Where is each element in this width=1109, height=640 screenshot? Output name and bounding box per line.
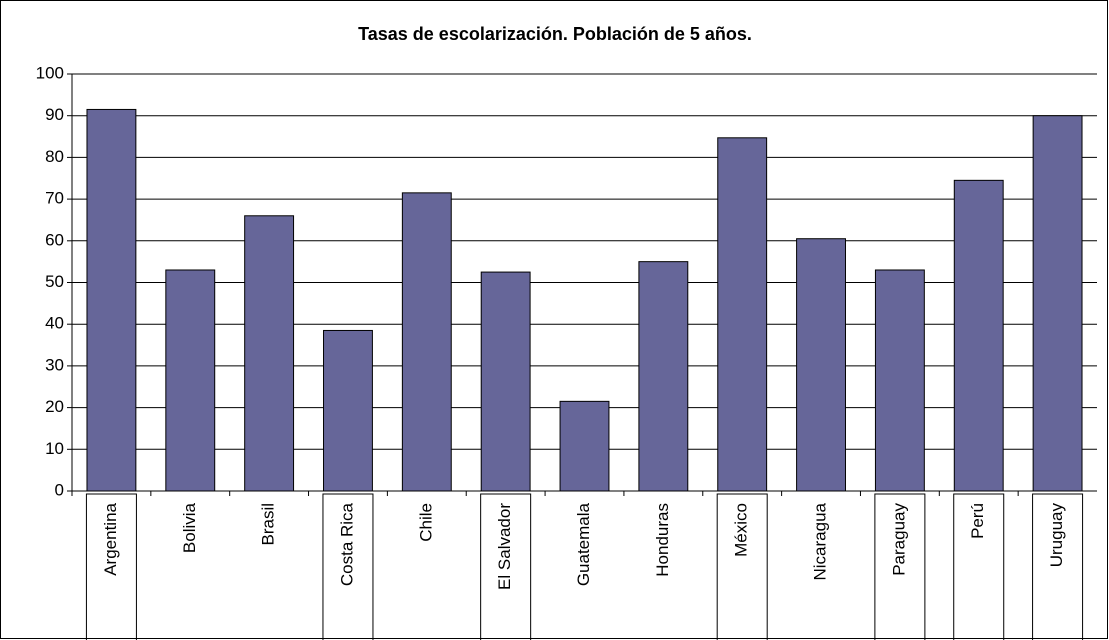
bar — [874, 269, 925, 492]
bar — [86, 108, 137, 492]
x-tick-label: Argentina — [101, 502, 120, 575]
y-tick-label: 30 — [45, 355, 64, 374]
x-tick-label: Uruguay — [1047, 503, 1066, 568]
y-tick-label: 80 — [45, 147, 64, 166]
y-tick-label: 40 — [45, 314, 64, 333]
y-tick-label: 0 — [55, 480, 64, 499]
y-tick-label: 20 — [45, 397, 64, 416]
label-box — [1032, 493, 1084, 640]
label-box — [874, 493, 926, 640]
bar — [165, 269, 216, 492]
x-tick-label: Nicaragua — [811, 502, 830, 580]
bar — [323, 329, 373, 492]
label-box — [322, 493, 374, 640]
label-box — [716, 493, 768, 640]
x-tick-label: Honduras — [653, 503, 672, 577]
x-tick-label: Bolivia — [180, 502, 199, 553]
x-tick-label: México — [732, 503, 751, 557]
chart-title: Tasas de escolarización. Población de 5 … — [358, 24, 752, 44]
bar — [717, 137, 768, 492]
x-tick-label: Paraguay — [889, 503, 908, 576]
y-tick-label: 100 — [36, 63, 64, 82]
y-tick-label: 90 — [45, 105, 64, 124]
bar — [401, 192, 452, 492]
x-tick-label: Perú — [968, 503, 987, 539]
bar — [638, 261, 689, 492]
bar — [480, 271, 531, 492]
y-tick-label: 10 — [45, 439, 64, 458]
y-tick-label: 70 — [45, 189, 64, 208]
label-box — [480, 493, 532, 640]
x-tick-label: El Salvador — [495, 503, 514, 590]
label-box — [953, 493, 1005, 640]
x-tick-label: Guatemala — [574, 502, 593, 586]
x-tick-label: Chile — [416, 503, 435, 542]
y-tick-label: 60 — [45, 230, 64, 249]
x-tick-label: Brasil — [259, 503, 278, 546]
bar — [244, 215, 295, 492]
bar — [796, 238, 846, 492]
bar — [953, 179, 1004, 492]
x-tick-label: Costa Rica — [337, 502, 356, 586]
label-box — [85, 493, 137, 640]
bar — [559, 400, 610, 492]
bar — [1032, 115, 1083, 492]
y-tick-label: 50 — [45, 272, 64, 291]
